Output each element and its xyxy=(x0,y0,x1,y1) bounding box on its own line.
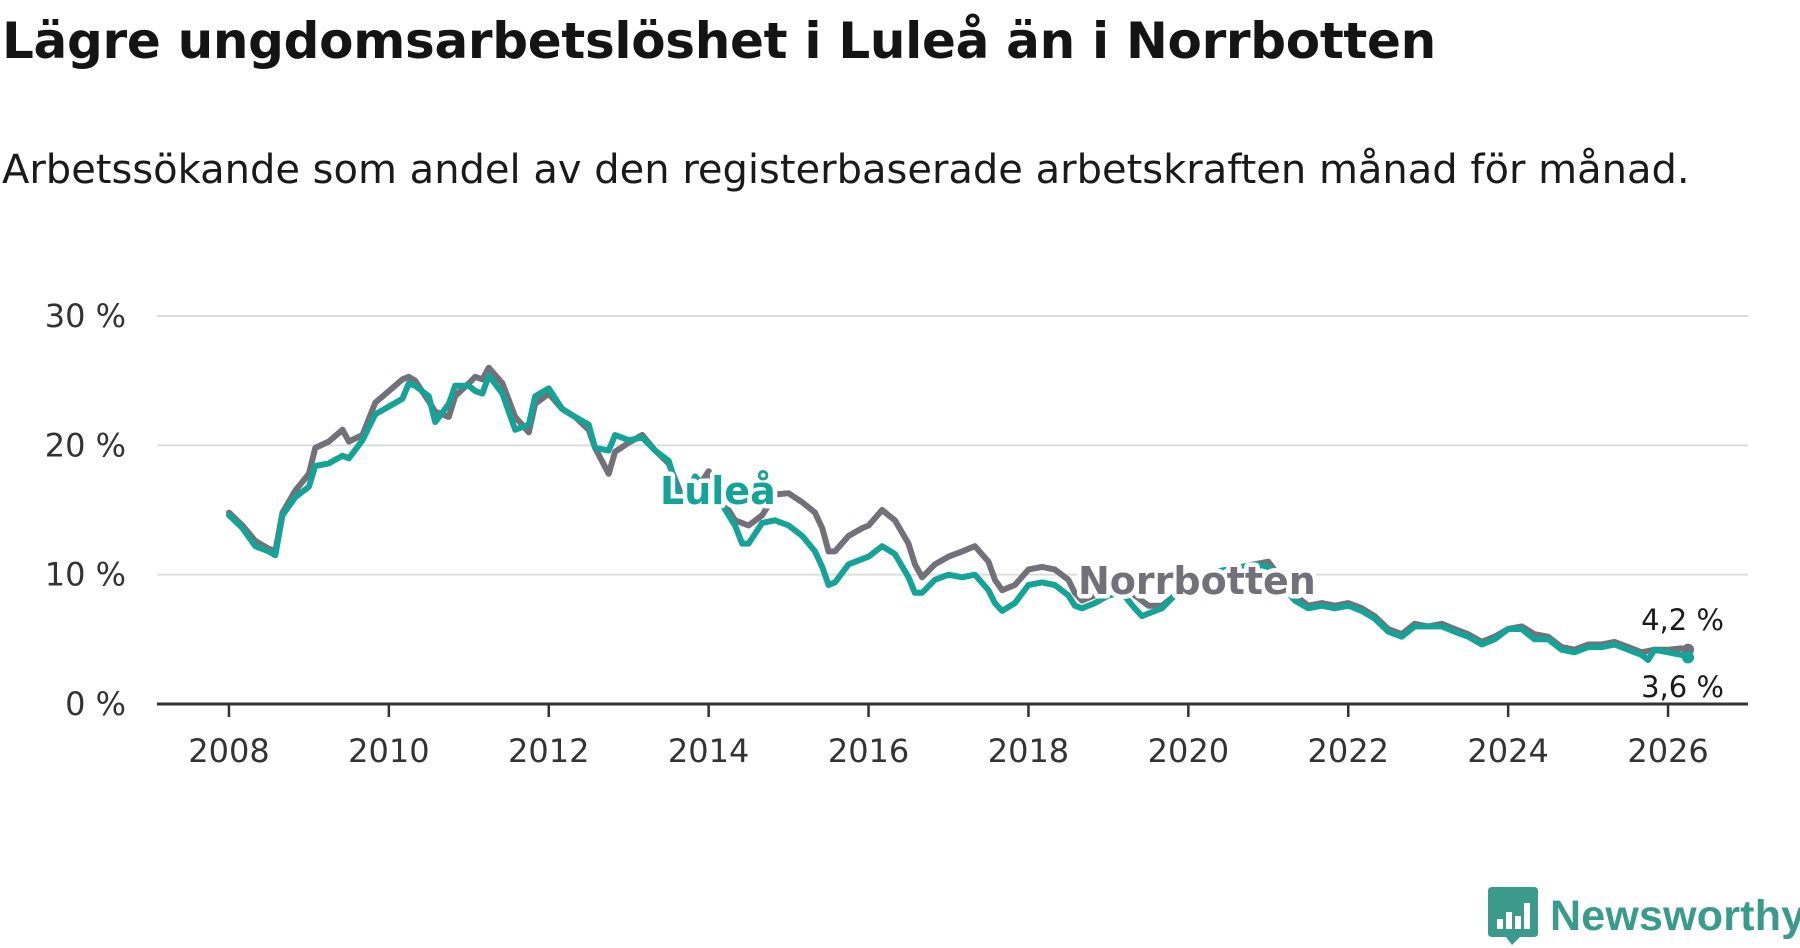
end-value-norrbotten: 4,2 % xyxy=(1641,603,1724,637)
chart-subtitle: Arbetssökande som andel av den registerb… xyxy=(2,147,1690,193)
y-tick-label: 20 % xyxy=(45,426,126,464)
x-tick-label: 2020 xyxy=(1148,732,1229,770)
end-value-lulea: 3,6 % xyxy=(1641,670,1724,704)
x-tick-label: 2014 xyxy=(668,732,749,770)
x-tick-label: 2026 xyxy=(1627,732,1708,770)
y-tick-label: 0 % xyxy=(65,685,126,723)
newsworthy-logo: Newsworthy xyxy=(1488,886,1800,946)
newsworthy-chart-icon xyxy=(1488,887,1538,945)
series-label-norrbotten: Norrbotten xyxy=(1078,559,1316,603)
x-tick-label: 2022 xyxy=(1308,732,1389,770)
series-line-norrbotten xyxy=(226,364,1691,656)
y-tick-label: 10 % xyxy=(45,556,126,594)
series-label-lulea: Luleå xyxy=(660,469,776,513)
x-tick-label: 2012 xyxy=(508,732,589,770)
x-tick-label: 2024 xyxy=(1467,732,1548,770)
x-tick-label: 2008 xyxy=(188,732,269,770)
series-endpoint-lulea xyxy=(1682,651,1695,664)
x-tick-label: 2010 xyxy=(348,732,429,770)
y-tick-label: 30 % xyxy=(45,297,126,335)
axes: 0 % 10 % 20 % 30 % 2008 2010 2012 2014 2016 2018 2… xyxy=(45,297,1748,770)
brand-name: Newsworthy xyxy=(1550,891,1800,940)
series-line-lulea xyxy=(226,372,1691,663)
series-lines xyxy=(226,364,1695,664)
series-labels: Luleå Norrbotten 4,2 % 3,6 % xyxy=(656,465,1725,705)
x-tick-label: 2018 xyxy=(988,732,1069,770)
gridlines xyxy=(157,315,1748,576)
chart-title: Lägre ungdomsarbetslöshet i Luleå än i N… xyxy=(2,12,1436,70)
x-tick-label: 2016 xyxy=(828,732,909,770)
